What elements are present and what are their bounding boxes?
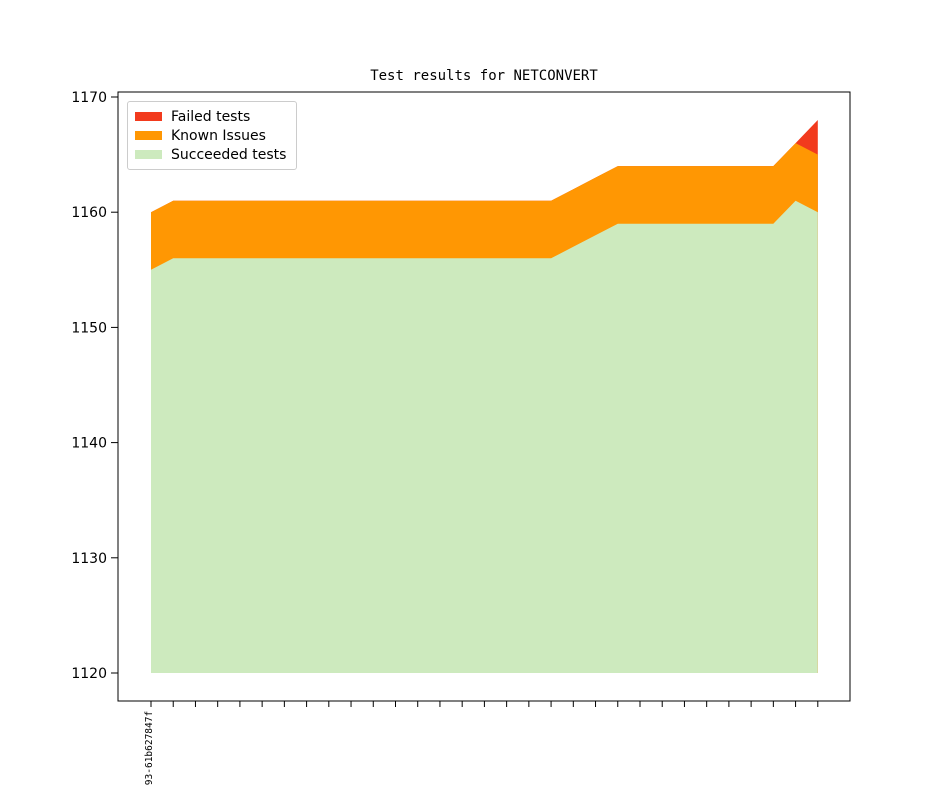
- y-tick-label: 1130: [71, 551, 107, 567]
- legend-label-failed-tests: Failed tests: [171, 108, 251, 125]
- y-tick-label: 1150: [71, 320, 107, 336]
- legend-label-succeeded-tests: Succeeded tests: [171, 146, 287, 163]
- legend: Failed tests Known Issues Succeeded test…: [127, 101, 298, 170]
- legend-swatch-succeeded-tests: [135, 150, 162, 159]
- y-tick-label: 1140: [71, 436, 107, 452]
- y-tick-label: 1160: [71, 205, 107, 221]
- plot-frame: [117, 91, 851, 702]
- legend-label-known-issues: Known Issues: [171, 127, 266, 144]
- legend-item-known-issues: Known Issues: [135, 126, 286, 145]
- y-tick-label: 1170: [71, 90, 107, 106]
- y-tick-label: 1120: [71, 666, 107, 682]
- area-succeeded-tests: [151, 200, 818, 673]
- x-axis-commit-label: 93-61b627847f: [144, 710, 155, 786]
- legend-swatch-known-issues: [135, 131, 162, 140]
- legend-item-failed-tests: Failed tests: [135, 107, 286, 126]
- chart-title: Test results for NETCONVERT: [370, 68, 598, 84]
- legend-swatch-failed-tests: [135, 112, 162, 121]
- legend-item-succeeded-tests: Succeeded tests: [135, 145, 286, 164]
